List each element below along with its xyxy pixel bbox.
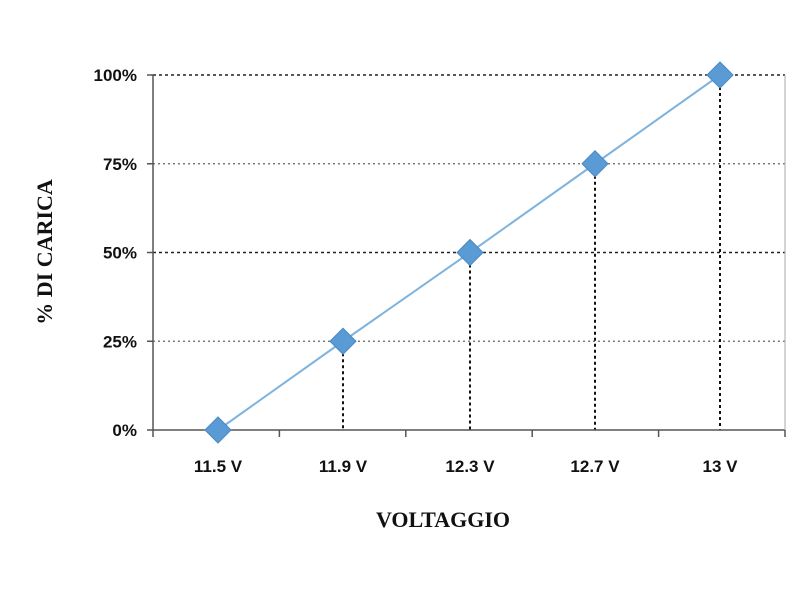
x-tick-label: 12.3 V: [445, 457, 495, 476]
y-axis-title: % DI CARICA: [32, 179, 57, 325]
grid-lines: [153, 74, 785, 342]
y-tick-label: 75%: [103, 155, 137, 174]
x-tick-label: 13 V: [703, 457, 739, 476]
x-tick-label: 11.9 V: [319, 457, 368, 476]
data-point: [329, 327, 357, 355]
y-tick-label: 25%: [103, 332, 137, 351]
y-tick-label: 50%: [103, 244, 137, 263]
data-point: [706, 61, 734, 89]
data-point: [581, 150, 609, 178]
axes: [147, 74, 786, 437]
data-point: [204, 416, 232, 444]
data-point: [456, 238, 484, 267]
y-tick-label: 0%: [112, 421, 137, 440]
x-tick-label: 12.7 V: [570, 457, 620, 476]
x-tick-label: 11.5 V: [194, 457, 243, 476]
data-markers: [204, 61, 734, 444]
drop-lines: [342, 75, 721, 430]
tick-labels: 0% 25% 50% 75% 100% 11.5 V 11.9 V 12.3 V 12.7 V 1…: [94, 66, 739, 476]
y-tick-label: 100%: [94, 66, 137, 85]
x-axis-title: VOLTAGGIO: [376, 507, 510, 532]
